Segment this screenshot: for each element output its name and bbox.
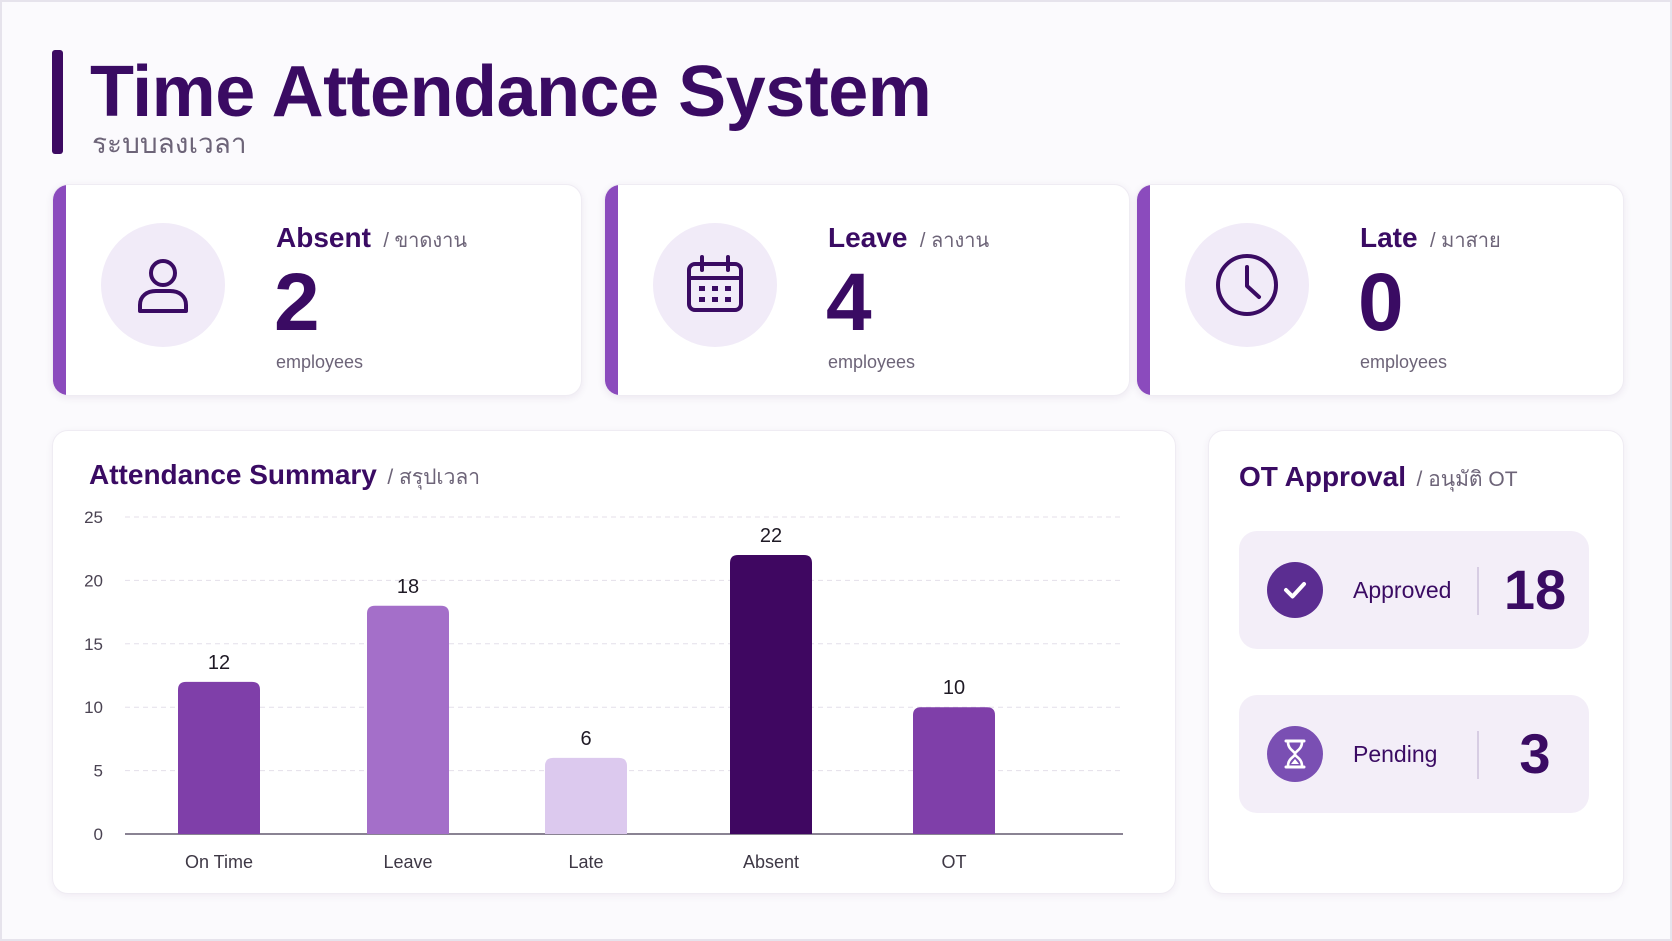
calendar-icon [653,223,777,347]
bar-data-label: 18 [397,576,419,598]
stat-label-thai: / มาสาย [1430,230,1501,252]
ot-row-label: Approved [1353,577,1452,603]
stat-label: Late [1360,222,1418,253]
page-title: Time Attendance System [90,52,932,132]
chart-bar [730,555,812,834]
ot-row-approved[interactable]: Approved 18 [1239,531,1589,649]
stat-label-row: Late / มาสาย [1360,221,1501,260]
ot-approval-panel: OT Approval / อนุมัติ OT Approved 18 [1208,430,1624,894]
stat-label: Absent [276,222,371,253]
y-tick-label: 25 [84,508,103,527]
stat-card-absent[interactable]: Absent / ขาดงาน 2 employees [52,184,582,396]
stat-card-accent [53,185,66,395]
user-icon [101,223,225,347]
stat-value: 4 [826,257,872,348]
ot-row-pending[interactable]: Pending 3 [1239,695,1589,813]
page-subtitle: ระบบลงเวลา [92,128,247,159]
bar-data-label: 10 [943,677,965,699]
ot-row-label: Pending [1353,741,1438,767]
x-tick-label: OT [942,852,967,872]
chart-bar [367,605,449,834]
y-tick-label: 20 [84,571,103,590]
stat-card-accent [605,185,618,395]
stat-unit: employees [1360,352,1448,372]
bar-data-label: 12 [208,652,230,674]
stat-label-thai: / ลางาน [919,230,990,252]
x-tick-label: Leave [383,852,432,872]
ot-row-value: 18 [1503,558,1567,621]
stat-label-thai: / ขาดงาน [383,230,468,252]
bar-data-label: 6 [580,728,591,750]
panel-title: OT Approval [1239,461,1406,492]
chart-bar [913,707,995,834]
stat-card-accent [1137,185,1150,395]
header-accent-bar [52,50,63,154]
panel-subtitle: / อนุมัติ OT [1416,468,1518,491]
y-tick-label: 15 [84,635,103,654]
x-tick-label: Late [568,852,603,872]
y-tick-label: 0 [94,825,103,844]
ot-row-value: 3 [1519,722,1551,785]
ot-row-divider [1477,731,1479,779]
panel-subtitle: / สรุปเวลา [387,466,481,489]
attendance-summary-panel: Attendance Summary / สรุปเวลา 0 5 10 15 20 25… [52,430,1176,894]
panel-title-row: Attendance Summary / สรุปเวลา [89,457,480,498]
stat-value: 0 [1358,257,1404,348]
stat-label: Leave [828,222,908,253]
attendance-bar-chart: 0 5 10 15 20 25 12 On Time 18 Leave 6 Late 22 Absent 1… [84,508,1123,872]
chart-bar [178,681,260,834]
stat-label-row: Leave / ลางาน [828,221,989,260]
stat-card-late[interactable]: Late / มาสาย 0 employees [1136,184,1624,396]
stat-value: 2 [274,257,320,348]
stat-card-leave[interactable]: Leave / ลางาน 4 employees [604,184,1130,396]
stat-label-row: Absent / ขาดงาน [276,221,467,260]
chart-bar [545,757,627,834]
panel-title: Attendance Summary [89,459,377,490]
y-tick-label: 5 [94,762,103,781]
x-tick-label: On Time [185,852,253,872]
stat-unit: employees [276,352,364,372]
x-tick-label: Absent [743,852,799,872]
y-tick-label: 10 [84,698,103,717]
check-icon [1267,562,1323,618]
clock-icon [1185,223,1309,347]
hourglass-icon [1267,726,1323,782]
panel-title-row: OT Approval / อนุมัติ OT [1239,459,1518,500]
stat-unit: employees [828,352,916,372]
bar-data-label: 22 [760,525,782,547]
ot-row-divider [1477,567,1479,615]
